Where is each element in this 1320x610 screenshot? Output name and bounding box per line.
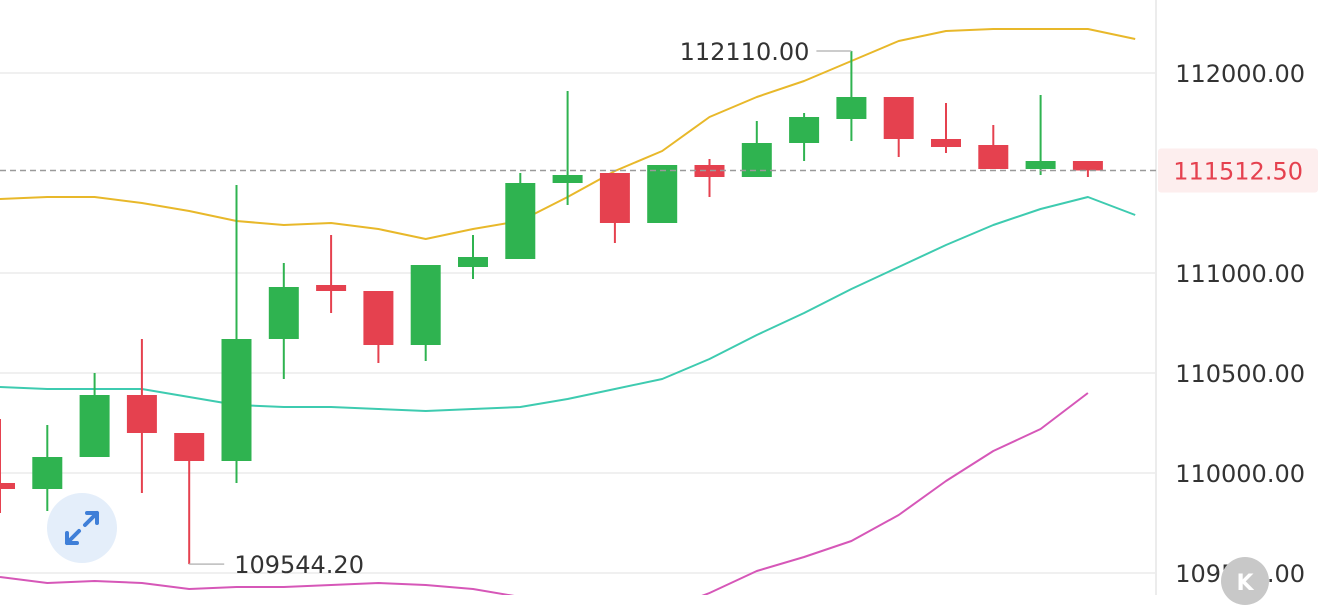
grid-lines [0, 72, 1156, 574]
candle-body [1072, 161, 1103, 171]
collapse-glyph: K [1236, 571, 1254, 596]
candle-body [931, 139, 961, 147]
candle-body [410, 265, 441, 345]
candle-body [505, 183, 536, 259]
candle [789, 113, 820, 161]
candle-body [694, 165, 725, 177]
candle [221, 185, 252, 483]
candle-body [79, 395, 110, 457]
candle-body [316, 285, 347, 291]
candle [1072, 161, 1103, 177]
candle-body [126, 395, 157, 433]
candle [599, 173, 630, 243]
candle-body [836, 97, 867, 119]
band-line-lower-band [0, 392, 1089, 595]
candle [126, 339, 157, 493]
candle [978, 125, 1009, 169]
candle-body [883, 97, 914, 139]
candlestick-chart[interactable]: 112110.00 109544.20 112000.00 111000.00 11… [0, 0, 1320, 595]
candle-body [221, 339, 252, 461]
candle [268, 263, 299, 379]
candle-body [32, 457, 63, 489]
expand-arrows-icon [65, 511, 99, 545]
candle [32, 425, 63, 511]
candle [836, 51, 867, 141]
candles [0, 51, 1103, 565]
y-axis: 112000.00111000.00110500.00110000.001095… [1175, 60, 1305, 588]
candle [316, 235, 347, 313]
candle [552, 91, 583, 205]
candle-body [0, 483, 15, 489]
candle-body [647, 165, 678, 223]
collapse-button[interactable]: K [1221, 557, 1269, 605]
candle-body [1025, 161, 1056, 169]
candle [1025, 95, 1056, 175]
candle [363, 291, 394, 363]
candle [694, 159, 725, 197]
candle [79, 373, 110, 457]
extreme-markers: 112110.00 109544.20 [189, 38, 852, 579]
candle-body [741, 143, 772, 177]
candle [458, 235, 488, 279]
current-price-label: 111512.50 [1173, 158, 1303, 186]
candle [410, 265, 441, 361]
candle [741, 121, 772, 177]
y-tick-label: 110000.00 [1175, 460, 1305, 488]
expand-button[interactable] [47, 493, 117, 563]
current-price-box [1158, 148, 1318, 193]
high-marker-label: 112110.00 [680, 38, 810, 66]
candle [647, 165, 678, 223]
candle [174, 433, 205, 565]
candle-body [599, 173, 630, 223]
candle [931, 103, 961, 153]
candle-body [552, 175, 583, 183]
low-marker-label: 109544.20 [234, 551, 364, 579]
candle-body [458, 257, 488, 267]
y-tick-label: 110500.00 [1175, 360, 1305, 388]
candle [0, 419, 15, 513]
band-line-middle-band [0, 196, 1136, 412]
y-tick-label: 111000.00 [1175, 260, 1305, 288]
candle [883, 97, 914, 157]
candle-body [174, 433, 205, 461]
candle-body [268, 287, 299, 339]
candle-body [789, 117, 820, 143]
candle-body [978, 145, 1009, 169]
candle [505, 173, 536, 259]
collapse-icon: K [1236, 571, 1254, 596]
y-tick-label: 112000.00 [1175, 60, 1305, 88]
candle-body [363, 291, 394, 345]
